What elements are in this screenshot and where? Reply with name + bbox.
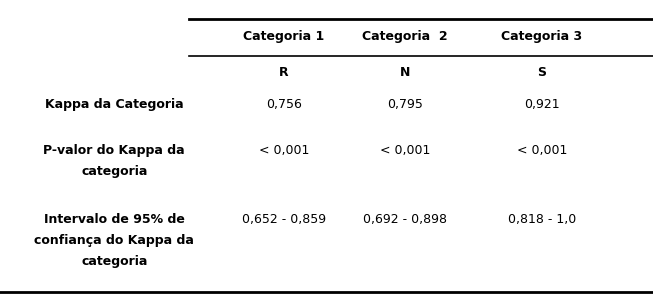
Text: < 0,001: < 0,001 — [517, 144, 567, 157]
Text: < 0,001: < 0,001 — [259, 144, 310, 157]
Text: 0,818 - 1,0: 0,818 - 1,0 — [508, 213, 576, 226]
Text: 0,921: 0,921 — [524, 98, 560, 111]
Text: S: S — [537, 66, 547, 79]
Text: confiança do Kappa da: confiança do Kappa da — [35, 234, 194, 247]
Text: R: R — [279, 66, 289, 79]
Text: 0,756: 0,756 — [266, 98, 302, 111]
Text: Intervalo de 95% de: Intervalo de 95% de — [44, 213, 185, 226]
Text: categoria: categoria — [81, 255, 148, 268]
Text: < 0,001: < 0,001 — [379, 144, 430, 157]
Text: Categoria 3: Categoria 3 — [502, 30, 582, 43]
Text: Categoria  2: Categoria 2 — [362, 30, 448, 43]
Text: P-valor do Kappa da: P-valor do Kappa da — [44, 144, 185, 157]
Text: N: N — [400, 66, 410, 79]
Text: Categoria 1: Categoria 1 — [244, 30, 325, 43]
Text: Kappa da Categoria: Kappa da Categoria — [45, 98, 183, 111]
Text: 0,652 - 0,859: 0,652 - 0,859 — [242, 213, 326, 226]
Text: 0,692 - 0,898: 0,692 - 0,898 — [363, 213, 447, 226]
Text: 0,795: 0,795 — [387, 98, 422, 111]
Text: categoria: categoria — [81, 165, 148, 178]
